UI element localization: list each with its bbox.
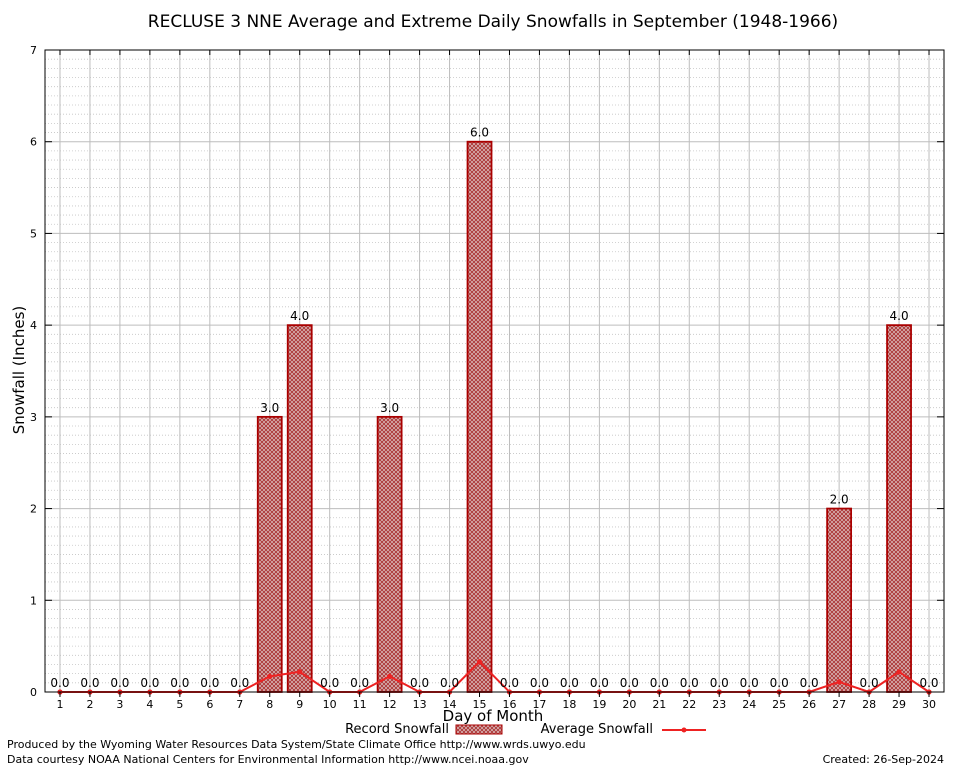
bar-label-day-23: 0.0 xyxy=(710,676,729,690)
bar-label-day-16: 0.0 xyxy=(500,676,519,690)
bar-label-day-10: 0.0 xyxy=(320,676,339,690)
x-tick-label: 25 xyxy=(772,698,786,711)
x-tick-label: 15 xyxy=(473,698,487,711)
bar-label-day-13: 0.0 xyxy=(410,676,429,690)
legend-record-label: Record Snowfall xyxy=(345,722,449,737)
record-bar-day-15 xyxy=(466,140,493,693)
bar-label-day-8: 3.0 xyxy=(260,401,279,415)
bar-label-day-19: 0.0 xyxy=(590,676,609,690)
footer-data-courtesy: Data courtesy NOAA National Centers for … xyxy=(7,753,529,766)
record-bar-day-9 xyxy=(286,324,313,693)
x-tick-label: 3 xyxy=(116,698,123,711)
average-point-day-27 xyxy=(836,679,842,685)
x-tick-label: 2 xyxy=(86,698,93,711)
y-tick-label: 7 xyxy=(30,44,37,57)
bar-label-day-18: 0.0 xyxy=(560,676,579,690)
record-bar-day-27 xyxy=(826,507,853,693)
x-tick-label: 22 xyxy=(682,698,696,711)
x-tick-label: 4 xyxy=(146,698,153,711)
legend-average-label: Average Snowfall xyxy=(541,722,653,737)
grid xyxy=(45,49,944,693)
bar-label-day-29: 4.0 xyxy=(890,309,909,323)
bar-label-day-15: 6.0 xyxy=(470,126,489,140)
x-tick-label: 30 xyxy=(922,698,936,711)
bar-label-day-1: 0.0 xyxy=(50,676,69,690)
y-axis-label: Snowfall (Inches) xyxy=(10,306,28,434)
average-point-day-8 xyxy=(267,673,273,680)
y-tick-label: 2 xyxy=(30,503,37,516)
bar-label-day-21: 0.0 xyxy=(650,676,669,690)
footer-created: Created: 26-Sep-2024 xyxy=(823,753,944,766)
x-tick-label: 8 xyxy=(266,698,273,711)
bar-label-day-12: 3.0 xyxy=(380,401,399,415)
average-point-day-12 xyxy=(387,673,393,680)
x-tick-label: 10 xyxy=(323,698,337,711)
bar-label-day-3: 0.0 xyxy=(110,676,129,690)
record-bar-day-8 xyxy=(256,415,283,693)
x-tick-label: 20 xyxy=(622,698,636,711)
bar-label-day-17: 0.0 xyxy=(530,676,549,690)
x-tick-label: 11 xyxy=(353,698,367,711)
bar-label-day-24: 0.0 xyxy=(740,676,759,690)
bar-label-day-20: 0.0 xyxy=(620,676,639,690)
x-tick-label: 27 xyxy=(832,698,846,711)
bar-label-day-30: 0.0 xyxy=(919,676,938,690)
x-tick-label: 5 xyxy=(176,698,183,711)
bar-label-day-2: 0.0 xyxy=(80,676,99,690)
x-tick-label: 28 xyxy=(862,698,876,711)
bar-label-day-4: 0.0 xyxy=(140,676,159,690)
x-tick-label: 16 xyxy=(502,698,516,711)
bar-label-day-22: 0.0 xyxy=(680,676,699,690)
x-tick-label: 1 xyxy=(56,698,63,711)
x-tick-label: 6 xyxy=(206,698,213,711)
x-tick-label: 14 xyxy=(443,698,457,711)
x-tick-label: 17 xyxy=(532,698,546,711)
legend: Record Snowfall Average Snowfall xyxy=(345,722,706,737)
y-tick-label: 0 xyxy=(30,686,37,699)
average-point-day-9 xyxy=(297,669,303,675)
legend-record-swatch xyxy=(455,724,503,735)
bar-label-day-9: 4.0 xyxy=(290,309,309,323)
plot-frame xyxy=(44,49,945,693)
bar-label-day-27: 2.0 xyxy=(830,493,849,507)
x-tick-label: 7 xyxy=(236,698,243,711)
footer-produced-by: Produced by the Wyoming Water Resources … xyxy=(7,738,586,751)
record-bar-day-12 xyxy=(376,415,403,693)
legend-average-marker xyxy=(681,727,687,733)
bar-label-day-7: 0.0 xyxy=(230,676,249,690)
bar-label-day-25: 0.0 xyxy=(770,676,789,690)
y-tick-label: 1 xyxy=(30,594,37,607)
bar-label-day-14: 0.0 xyxy=(440,676,459,690)
x-tick-label: 19 xyxy=(592,698,606,711)
x-tick-label: 26 xyxy=(802,698,816,711)
x-tick-label: 13 xyxy=(413,698,427,711)
average-point-day-29 xyxy=(896,669,902,675)
record-bars xyxy=(256,140,912,693)
y-tick-label: 4 xyxy=(30,319,37,332)
x-tick-label: 9 xyxy=(296,698,303,711)
record-bar-day-29 xyxy=(886,324,912,693)
bar-label-day-5: 0.0 xyxy=(170,676,189,690)
x-axis-label: Day of Month xyxy=(443,707,544,725)
chart-title: RECLUSE 3 NNE Average and Extreme Daily … xyxy=(148,12,838,32)
bar-label-day-28: 0.0 xyxy=(860,676,879,690)
y-tick-label: 6 xyxy=(30,136,37,149)
average-point-day-15 xyxy=(476,659,483,665)
bar-label-day-11: 0.0 xyxy=(350,676,369,690)
bar-label-day-6: 0.0 xyxy=(200,676,219,690)
bar-label-day-26: 0.0 xyxy=(800,676,819,690)
y-tick-label: 3 xyxy=(30,411,37,424)
y-tick-label: 5 xyxy=(30,227,37,240)
x-tick-label: 12 xyxy=(383,698,397,711)
x-tick-label: 29 xyxy=(892,698,906,711)
x-tick-label: 21 xyxy=(652,698,666,711)
x-tick-label: 23 xyxy=(712,698,726,711)
bar-labels: 0.0 0.0 0.0 0.0 0.0 0.0 0.0 3.0 4.0 0.0 0.0 3.0 0.0 0… xyxy=(50,126,938,690)
x-tick-label: 24 xyxy=(742,698,756,711)
x-tick-label: 18 xyxy=(562,698,576,711)
